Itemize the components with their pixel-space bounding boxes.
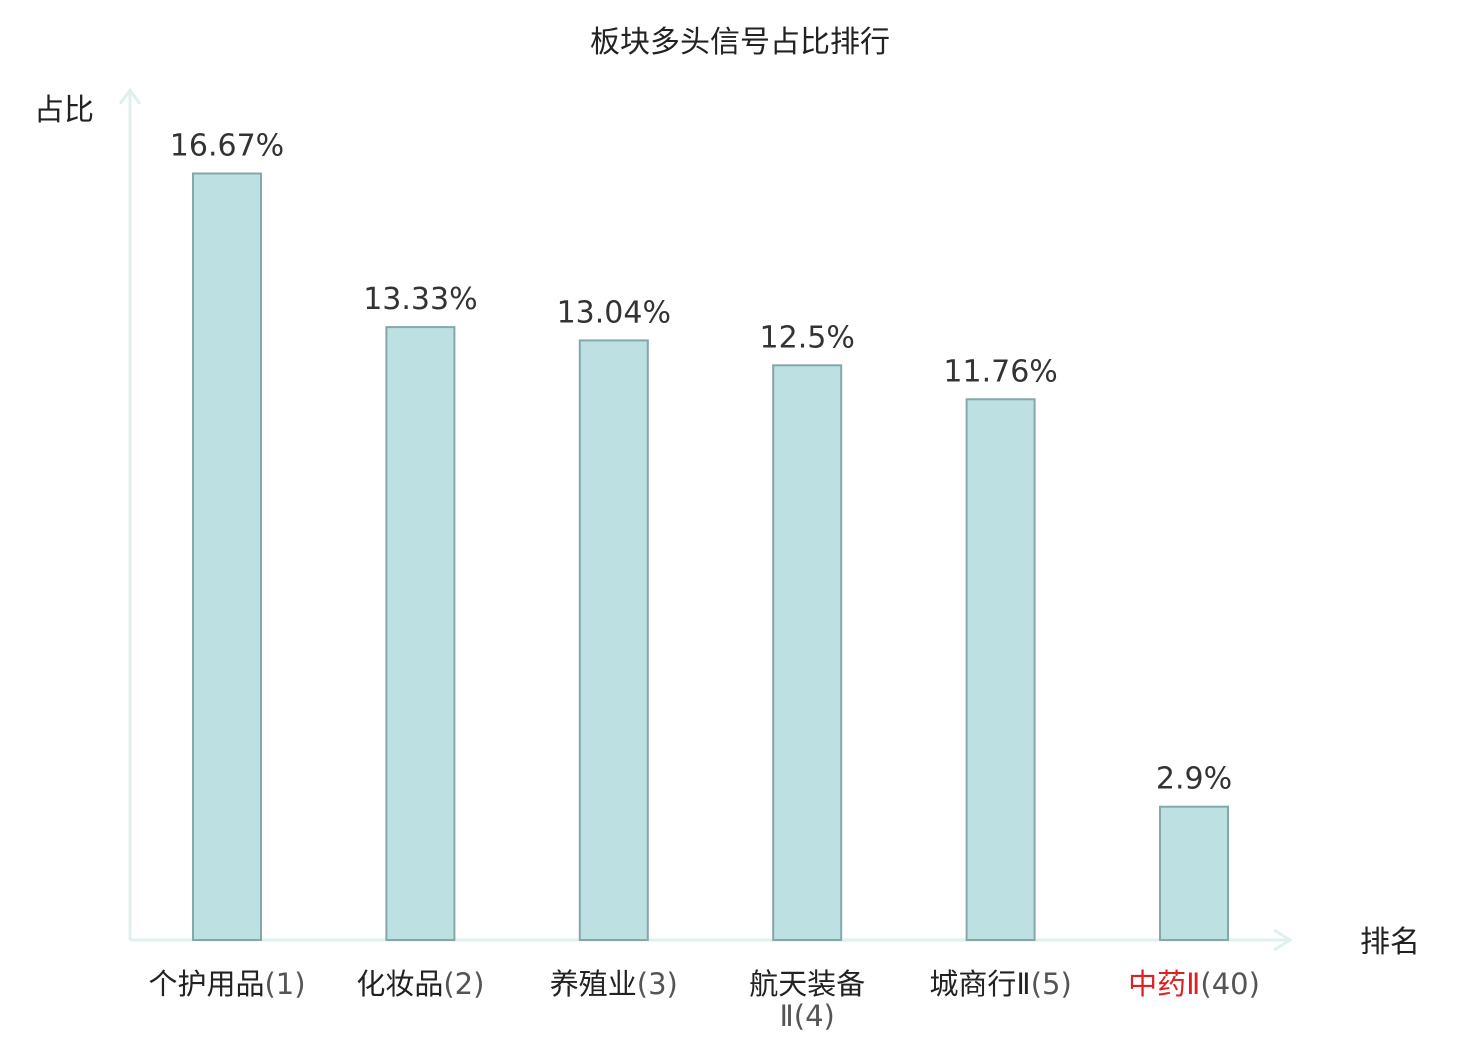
category-name: 养殖业: [550, 967, 637, 1001]
x-tick-label: 航天装备: [749, 967, 865, 1001]
value-labels: 16.67% 13.33% 13.04% 12.5% 11.76% 2.9%: [170, 129, 1232, 797]
category-name: 中药Ⅱ: [1128, 967, 1200, 1001]
category-rank: (40): [1200, 967, 1260, 1001]
bar: [1159, 805, 1229, 942]
bar: [192, 172, 262, 941]
category-name: 个护用品: [148, 967, 264, 1001]
bar: [772, 364, 843, 941]
bar-value-label: 13.33%: [363, 282, 477, 317]
bar: [578, 339, 649, 941]
x-tick-label: 城商行Ⅱ(5): [929, 967, 1071, 1001]
y-axis-arrow-icon: [118, 87, 142, 105]
x-tick-label: 中药Ⅱ(40): [1128, 967, 1260, 1001]
chart-title: 板块多头信号占比排行: [590, 25, 890, 60]
x-axis-arrow-icon: [1273, 928, 1293, 952]
bar-value-label: 2.9%: [1156, 762, 1232, 797]
bar: [965, 398, 1036, 941]
category-name: 化妆品: [356, 967, 443, 1001]
category-name: 航天装备: [749, 967, 865, 1001]
bar-value-label: 16.67%: [170, 129, 284, 164]
category-name: 城商行Ⅱ: [929, 967, 1030, 1001]
bar: [385, 326, 456, 942]
x-tick-label: 化妆品(2): [356, 967, 484, 1001]
category-rank: (3): [637, 967, 678, 1001]
category-rank: (5): [1031, 967, 1072, 1001]
x-tick-label: 养殖业(3): [550, 967, 678, 1001]
bar-value-label: 12.5%: [760, 320, 855, 355]
y-axis-label: 占比: [34, 93, 94, 128]
x-tick-label: 个护用品(1): [148, 967, 305, 1001]
bar-value-label: 11.76%: [943, 354, 1057, 389]
x-axis-label: 排名: [1360, 925, 1420, 960]
x-tick-label-line2: Ⅱ(4): [780, 999, 835, 1033]
bar-value-label: 13.04%: [557, 295, 671, 330]
category-rank: (1): [264, 967, 305, 1001]
category-rank: (2): [443, 967, 484, 1001]
bar-series: [192, 172, 1229, 942]
